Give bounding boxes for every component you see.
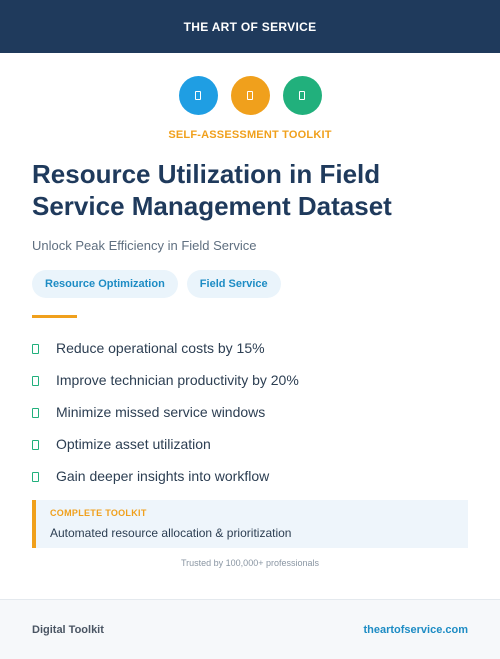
- document-glyph: [195, 91, 201, 100]
- toolkit-callout: COMPLETE TOOLKIT Automated resource allo…: [32, 500, 468, 548]
- check-icon: [32, 471, 39, 482]
- benefit-text: Gain deeper insights into workflow: [56, 468, 270, 484]
- page-title: Resource Utilization in Field Service Ma…: [32, 159, 392, 221]
- website-link[interactable]: theartofservice.com: [363, 623, 468, 636]
- callout-label: COMPLETE TOOLKIT: [50, 508, 147, 518]
- tag-list: Resource Optimization Field Service: [32, 270, 281, 298]
- benefit-text: Optimize asset utilization: [56, 436, 211, 452]
- footer-label: Digital Toolkit: [32, 623, 104, 636]
- callout-text: Automated resource allocation & prioriti…: [50, 526, 292, 540]
- benefit-text: Minimize missed service windows: [56, 404, 266, 420]
- document-icon: [282, 76, 322, 115]
- list-item: Gain deeper insights into workflow: [32, 460, 472, 492]
- list-item: Improve technician productivity by 20%: [32, 364, 472, 396]
- tag-resource-optimization: Resource Optimization: [32, 270, 178, 298]
- document-glyph: [299, 91, 305, 100]
- check-icon: [32, 407, 39, 418]
- check-icon: [32, 375, 39, 386]
- accent-divider: [32, 315, 77, 318]
- brand-title: THE ART OF SERVICE: [183, 19, 317, 34]
- tag-field-service: Field Service: [186, 270, 281, 298]
- document-icon: [178, 76, 218, 115]
- eyebrow-label: SELF-ASSESSMENT TOOLKIT: [168, 129, 332, 141]
- trust-note: Trusted by 100,000+ professionals: [180, 558, 319, 568]
- footer-bar: Digital Toolkit theartofservice.com: [0, 599, 500, 659]
- header-bar: THE ART OF SERVICE: [0, 0, 500, 53]
- list-item: Minimize missed service windows: [32, 396, 472, 428]
- check-icon: [32, 343, 39, 354]
- check-icon: [32, 439, 39, 450]
- icon-row: [0, 76, 500, 115]
- document-glyph: [247, 91, 253, 100]
- list-item: Reduce operational costs by 15%: [32, 332, 472, 364]
- benefit-text: Reduce operational costs by 15%: [56, 340, 265, 356]
- benefit-list: Reduce operational costs by 15% Improve …: [32, 332, 472, 492]
- page-subtitle: Unlock Peak Efficiency in Field Service: [32, 238, 257, 253]
- document-icon: [230, 76, 270, 115]
- benefit-text: Improve technician productivity by 20%: [56, 372, 299, 388]
- list-item: Optimize asset utilization: [32, 428, 472, 460]
